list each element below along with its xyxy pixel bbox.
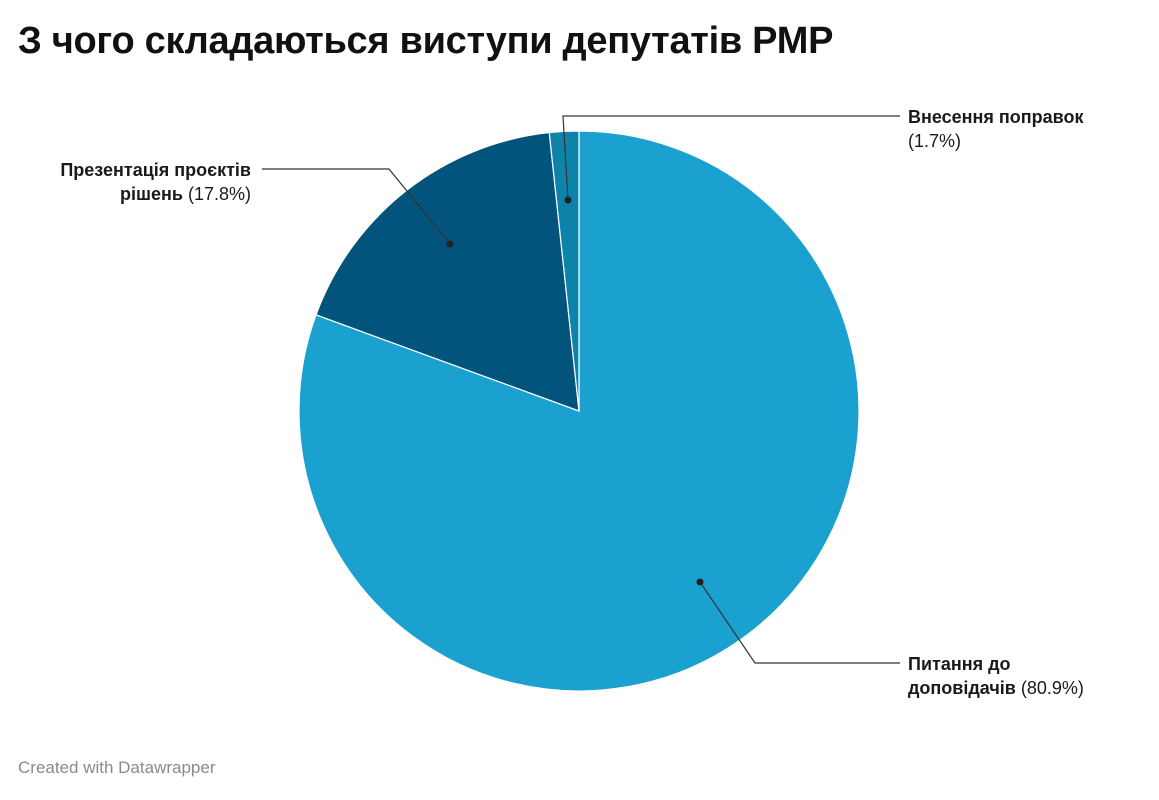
slice-label-amendments: Внесення поправок (1.7%) [908, 105, 1084, 153]
slice-name-questions-line1: Питання до [908, 654, 1011, 674]
slice-value-presentation: (17.8%) [187, 184, 251, 204]
leader-line-amendments [562, 115, 900, 201]
leader-line-questions [699, 581, 900, 664]
slice-name-questions-line2: доповідачів [908, 678, 1016, 698]
leader-dot-amendments [564, 196, 572, 204]
slice-name-presentation-line2: рішень [120, 184, 183, 204]
slice-name-amendments-line1: Внесення поправок [908, 107, 1084, 127]
leader-line-presentation [262, 168, 451, 245]
leader-lines [262, 115, 900, 664]
slice-value-amendments: (1.7%) [908, 131, 962, 151]
slice-value-questions: (80.9%) [1020, 678, 1084, 698]
leader-dot-presentation [446, 240, 454, 248]
slice-label-questions: Питання до доповідачів (80.9%) [908, 652, 1084, 700]
leader-dot-questions [696, 578, 704, 586]
slice-name-presentation-line1: Презентація проєктів [60, 160, 251, 180]
attribution-footer: Created with Datawrapper [18, 758, 216, 777]
chart-title: З чого складаються виступи депутатів РМР [18, 20, 834, 62]
pie-slices [298, 130, 860, 692]
slice-label-presentation: Презентація проєктів рішень (17.8%) [60, 158, 251, 206]
